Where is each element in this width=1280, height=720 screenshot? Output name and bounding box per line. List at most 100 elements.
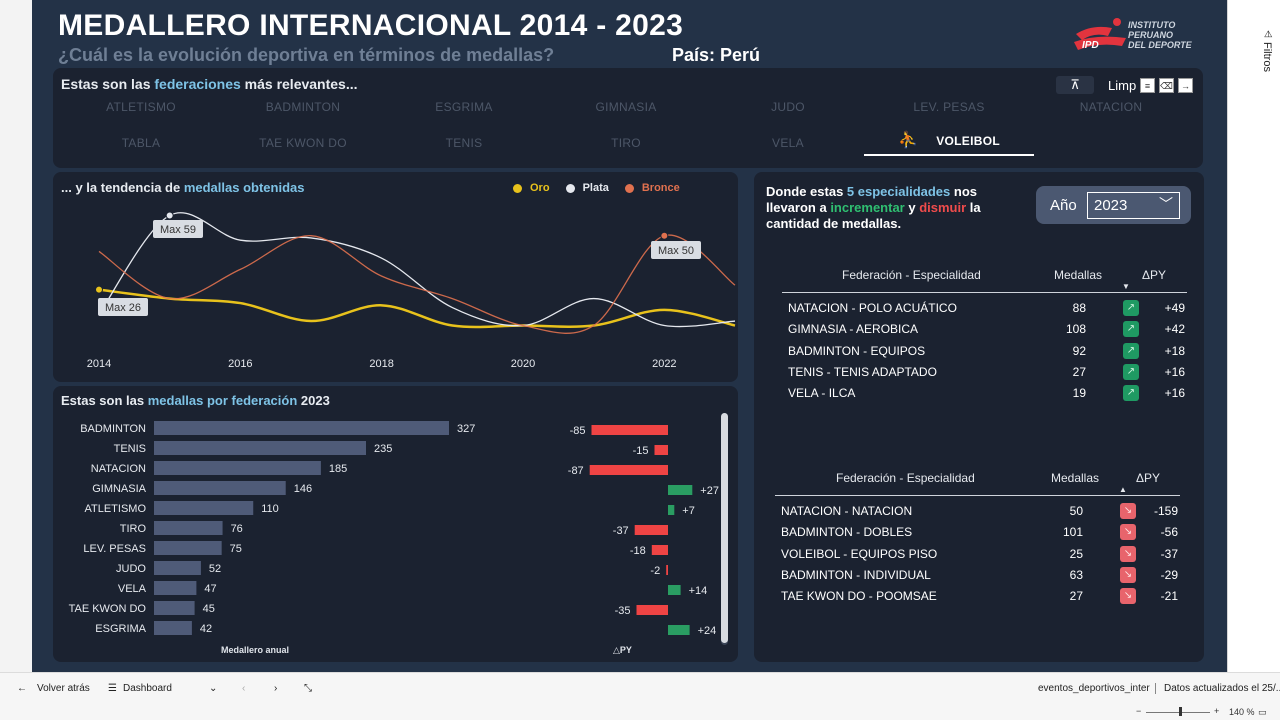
table-row[interactable]: BADMINTON - EQUIPOS 92 ↗ +18 (782, 342, 1187, 365)
delta-bar (651, 545, 668, 555)
next-page-icon[interactable]: › (274, 683, 278, 694)
table-row[interactable]: TAE KWON DO - POOMSAE 27 ↘ -21 (775, 588, 1180, 610)
trend-line-chart[interactable]: Max 59 Max 26 Max 50 2014 2016 2018 2020 2022 (53, 172, 738, 382)
bars-chart-panel: Estas son las medallas por federación 20… (53, 386, 738, 662)
back-button[interactable]: Volver atrás (37, 683, 90, 694)
row-specialty: BADMINTON - INDIVIDUAL (781, 567, 931, 582)
decrease-table: Federación - Especialidad Medallas ΔPY ▲… (775, 471, 1180, 611)
col-federation: Federación - Especialidad (836, 471, 975, 485)
col-delta[interactable]: ΔPY (1142, 268, 1167, 282)
trend-down-icon: ↘ (1120, 566, 1136, 583)
federation-slicer: Estas son las federaciones más relevante… (53, 68, 1203, 168)
row-delta: +18 (1164, 343, 1185, 358)
focus-mode-icon[interactable]: → (1178, 77, 1193, 93)
filter-icon[interactable]: ≡ (1140, 77, 1155, 93)
federation-item-natacion[interactable]: NATACION (1079, 100, 1143, 114)
federation-item-gimnasia[interactable]: GIMNASIA (595, 100, 657, 114)
federation-heading: Estas son las federaciones más relevante… (61, 76, 358, 92)
table-row[interactable]: VOLEIBOL - EQUIPOS PISO 25 ↘ -37 (775, 545, 1180, 568)
table-row[interactable]: BADMINTON - INDIVIDUAL 63 ↘ -29 (775, 566, 1180, 589)
col-federation: Federación - Especialidad (842, 268, 981, 282)
prev-page-icon[interactable]: ‹ (242, 683, 246, 694)
federation-item-tabla[interactable]: TABLA (121, 136, 161, 150)
table-row[interactable]: TENIS - TENIS ADAPTADO 27 ↗ +16 (782, 363, 1187, 386)
x-tick-label: 2020 (511, 358, 535, 370)
col-delta[interactable]: ΔPY (1136, 471, 1161, 485)
zoom-level: 140 % (1229, 707, 1255, 717)
bar (154, 561, 201, 575)
clear-filter-icon[interactable]: ⊼ (1056, 76, 1094, 94)
series-line-bronce (98, 234, 736, 334)
row-medals: 25 (1069, 546, 1083, 561)
bar-category-label: TENIS (114, 443, 146, 455)
legend-item[interactable]: Plata (565, 182, 609, 194)
scroll-thumb[interactable] (721, 413, 728, 643)
eraser-icon[interactable]: ⌫ (1159, 77, 1174, 93)
federation-item-atletismo[interactable]: ATLETISMO (106, 100, 176, 114)
bar-value-label: 42 (200, 623, 212, 635)
zoom-slider[interactable] (1146, 712, 1210, 713)
delta-value-label: +27 (700, 485, 719, 497)
legend-item[interactable]: Bronce (624, 182, 680, 194)
fit-page-icon[interactable]: ▭ (1258, 707, 1267, 717)
legend-label: Bronce (641, 182, 680, 194)
federation-item-tae-kwon-do[interactable]: TAE KWON DO (259, 136, 347, 150)
table-row[interactable]: VELA - ILCA 19 ↗ +16 (782, 385, 1187, 407)
year-value: 2023 (1094, 197, 1128, 214)
bar-value-label: 76 (231, 523, 243, 535)
max-point (95, 285, 103, 294)
delta-value-label: +14 (689, 585, 708, 597)
dataset-name: eventos_deportivos_inter (1038, 683, 1150, 694)
logo-line-3: DEL DEPORTE (1128, 40, 1192, 50)
series-line-oro (98, 288, 736, 329)
col-medals: Medallas (1051, 471, 1100, 485)
py-caption: △PY (613, 645, 632, 655)
page-dropdown[interactable]: Dashboard (123, 683, 172, 694)
delta-bar (636, 605, 668, 615)
federation-item-tenis[interactable]: TENIS (445, 136, 483, 150)
federation-item-judo[interactable]: JUDO (771, 100, 805, 114)
federation-item-voleibol[interactable]: ⛹ VOLEIBOL (864, 130, 1034, 156)
row-delta: -21 (1160, 589, 1178, 604)
delta-value-label: -18 (630, 545, 646, 557)
row-medals: 101 (1062, 525, 1083, 540)
federation-item-esgrima[interactable]: ESGRIMA (435, 100, 493, 114)
legend-label: Oro (530, 182, 550, 194)
legend-item[interactable]: Oro (513, 182, 550, 194)
zoom-slider-thumb[interactable] (1179, 707, 1182, 716)
left-gutter (0, 0, 32, 672)
filters-tab[interactable]: ⩤ Filtros (1256, 30, 1278, 90)
trend-heading: ... y la tendencia de medallas obtenidas (61, 180, 305, 195)
federation-item-vela[interactable]: VELA (772, 136, 804, 150)
sort-desc-icon[interactable]: ▼ (1122, 282, 1130, 291)
trend-up-icon: ↗ (1123, 300, 1139, 316)
back-arrow-icon[interactable]: ← (17, 683, 27, 694)
increase-table: Federación - Especialidad Medallas ΔPY ▼… (782, 268, 1187, 408)
bars-caption: Medallero anual (221, 645, 290, 655)
table-row[interactable]: NATACION - POLO ACUÁTICO 88 ↗ +49 (782, 300, 1187, 322)
bar-category-label: BADMINTON (80, 423, 146, 435)
max-point (660, 231, 669, 240)
federation-item-lev-pesas[interactable]: LEV. PESAS (913, 100, 985, 114)
chevron-down-icon: ﹀ (1159, 196, 1173, 212)
federation-item-badminton[interactable]: BADMINTON (265, 100, 341, 114)
zoom-out-icon[interactable]: − (1136, 706, 1142, 716)
table-row[interactable]: NATACION - NATACION 50 ↘ -159 (775, 503, 1180, 525)
delta-value-label: -37 (613, 525, 629, 537)
fullscreen-icon[interactable]: ⤡ (304, 683, 312, 694)
bar (154, 501, 254, 515)
table-row[interactable]: BADMINTON - DOBLES 101 ↘ -56 (775, 524, 1180, 546)
year-dropdown[interactable]: 2023 ﹀ (1087, 192, 1180, 219)
row-medals: 50 (1069, 504, 1083, 518)
table-row[interactable]: GIMNASIA - AEROBICA 108 ↗ +42 (782, 321, 1187, 343)
pages-icon[interactable]: ☰ (108, 683, 117, 694)
chevron-down-icon[interactable]: ⌄ (209, 683, 218, 694)
federation-item-tiro[interactable]: TIRO (611, 136, 641, 150)
bars-scrollbar[interactable] (721, 413, 728, 645)
clear-button[interactable]: Limpiar (1108, 77, 1136, 93)
sort-asc-icon[interactable]: ▲ (1119, 485, 1127, 494)
zoom-in-icon[interactable]: + (1214, 706, 1220, 716)
ipd-logo: IPD INSTITUTO PERUANO DEL DEPORTE (1072, 12, 1202, 60)
page-subtitle: ¿Cuál es la evolución deportiva en térmi… (58, 45, 555, 65)
federation-bar-chart[interactable]: BADMINTON 327 -85 TENIS 235 -15 NATACION 185 -87… (53, 386, 738, 662)
